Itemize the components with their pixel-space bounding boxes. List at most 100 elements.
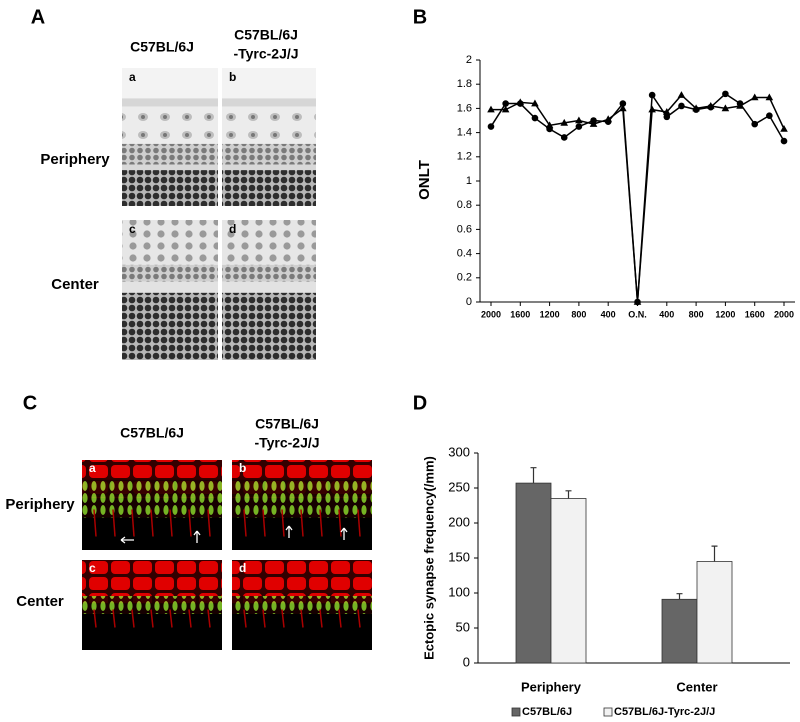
x-tick-label: 2000 xyxy=(481,309,501,319)
panel-label: C xyxy=(23,392,37,414)
process xyxy=(131,509,135,537)
green-band xyxy=(232,596,372,614)
tissue-layer xyxy=(122,292,218,360)
x-tick-label: 2000 xyxy=(774,309,794,319)
tissue-layer xyxy=(122,143,218,165)
y-tick-label: 1 xyxy=(466,175,472,187)
process xyxy=(243,509,247,537)
process xyxy=(357,609,361,628)
y-tick-label: 300 xyxy=(448,444,470,459)
data-line xyxy=(490,94,785,303)
bar xyxy=(661,598,698,664)
data-point xyxy=(663,108,671,115)
data-point xyxy=(545,121,554,129)
process xyxy=(169,609,173,628)
process xyxy=(93,509,97,537)
data-point xyxy=(604,115,612,123)
row-label: Periphery xyxy=(5,496,75,513)
process xyxy=(112,509,116,537)
bar xyxy=(550,498,587,664)
arrow xyxy=(340,527,348,540)
process xyxy=(262,509,266,537)
data-point xyxy=(750,93,759,101)
process xyxy=(150,509,154,537)
tissue-layer xyxy=(222,170,316,206)
data-point xyxy=(575,123,583,130)
data-point xyxy=(560,134,568,141)
data-point xyxy=(692,104,700,112)
column-header: C57BL/6J xyxy=(255,416,319,432)
data-point xyxy=(736,101,744,109)
process xyxy=(207,609,211,628)
data-point xyxy=(766,112,773,119)
error-bar xyxy=(711,545,718,562)
image-label: b xyxy=(239,461,246,475)
process xyxy=(207,509,211,537)
x-tick-label: O.N. xyxy=(628,309,647,319)
process xyxy=(319,509,323,537)
tissue-layer xyxy=(122,220,218,265)
data-point xyxy=(721,104,730,112)
y-tick-label: 0.6 xyxy=(457,223,472,235)
error-bar xyxy=(565,490,572,499)
legend-label: C57BL/6J-Tyrc-2J/J xyxy=(614,706,715,718)
x-tick-label: 1600 xyxy=(745,309,765,319)
arrow xyxy=(120,536,134,544)
data-point xyxy=(487,123,495,130)
image-label: a xyxy=(89,461,96,475)
x-tick-label: 400 xyxy=(659,309,674,319)
data-point xyxy=(633,298,642,305)
image-label: d xyxy=(229,222,236,236)
image-label: c xyxy=(89,561,96,575)
process xyxy=(262,609,266,628)
data-point xyxy=(516,98,525,106)
data-point xyxy=(531,114,539,122)
y-tick-label: 1.6 xyxy=(457,102,472,114)
panel-label: B xyxy=(413,6,427,28)
data-point xyxy=(589,120,598,127)
x-tick-label: 1600 xyxy=(510,309,530,319)
process xyxy=(338,509,342,537)
y-tick-label: 50 xyxy=(456,619,470,634)
data-line xyxy=(490,92,785,303)
data-point xyxy=(560,118,569,126)
tissue-layer xyxy=(122,264,218,282)
green-band xyxy=(232,479,372,518)
data-point xyxy=(575,116,583,124)
process xyxy=(281,509,285,537)
y-tick-label: 2 xyxy=(466,54,472,66)
data-point xyxy=(722,90,729,98)
tissue-layer xyxy=(222,264,316,282)
data-point xyxy=(765,93,774,101)
y-tick-label: 1.2 xyxy=(457,151,472,163)
panel-label: A xyxy=(31,6,45,28)
tissue-layer xyxy=(122,281,218,293)
process xyxy=(150,609,154,628)
data-point xyxy=(706,101,715,109)
x-tick-label: Center xyxy=(676,679,717,694)
data-point xyxy=(780,137,788,145)
process xyxy=(93,609,97,628)
image-label: a xyxy=(129,70,136,84)
image-label: b xyxy=(229,70,236,84)
tissue-layer xyxy=(122,98,218,107)
process xyxy=(357,509,361,537)
y-tick-label: 0 xyxy=(466,296,472,308)
data-point xyxy=(619,100,627,107)
error-bar xyxy=(676,593,683,600)
arrow xyxy=(285,525,293,538)
process xyxy=(300,609,304,628)
process xyxy=(169,509,173,537)
tissue-layer xyxy=(222,68,316,99)
row-label: Center xyxy=(51,276,99,293)
y-tick-label: 200 xyxy=(448,514,470,529)
data-point xyxy=(677,91,686,98)
data-point xyxy=(487,105,495,113)
tissue-layer xyxy=(222,164,316,171)
legend-swatch xyxy=(511,707,521,717)
process xyxy=(131,609,135,628)
data-point xyxy=(531,99,539,107)
y-tick-label: 150 xyxy=(448,549,470,564)
process xyxy=(338,609,342,628)
